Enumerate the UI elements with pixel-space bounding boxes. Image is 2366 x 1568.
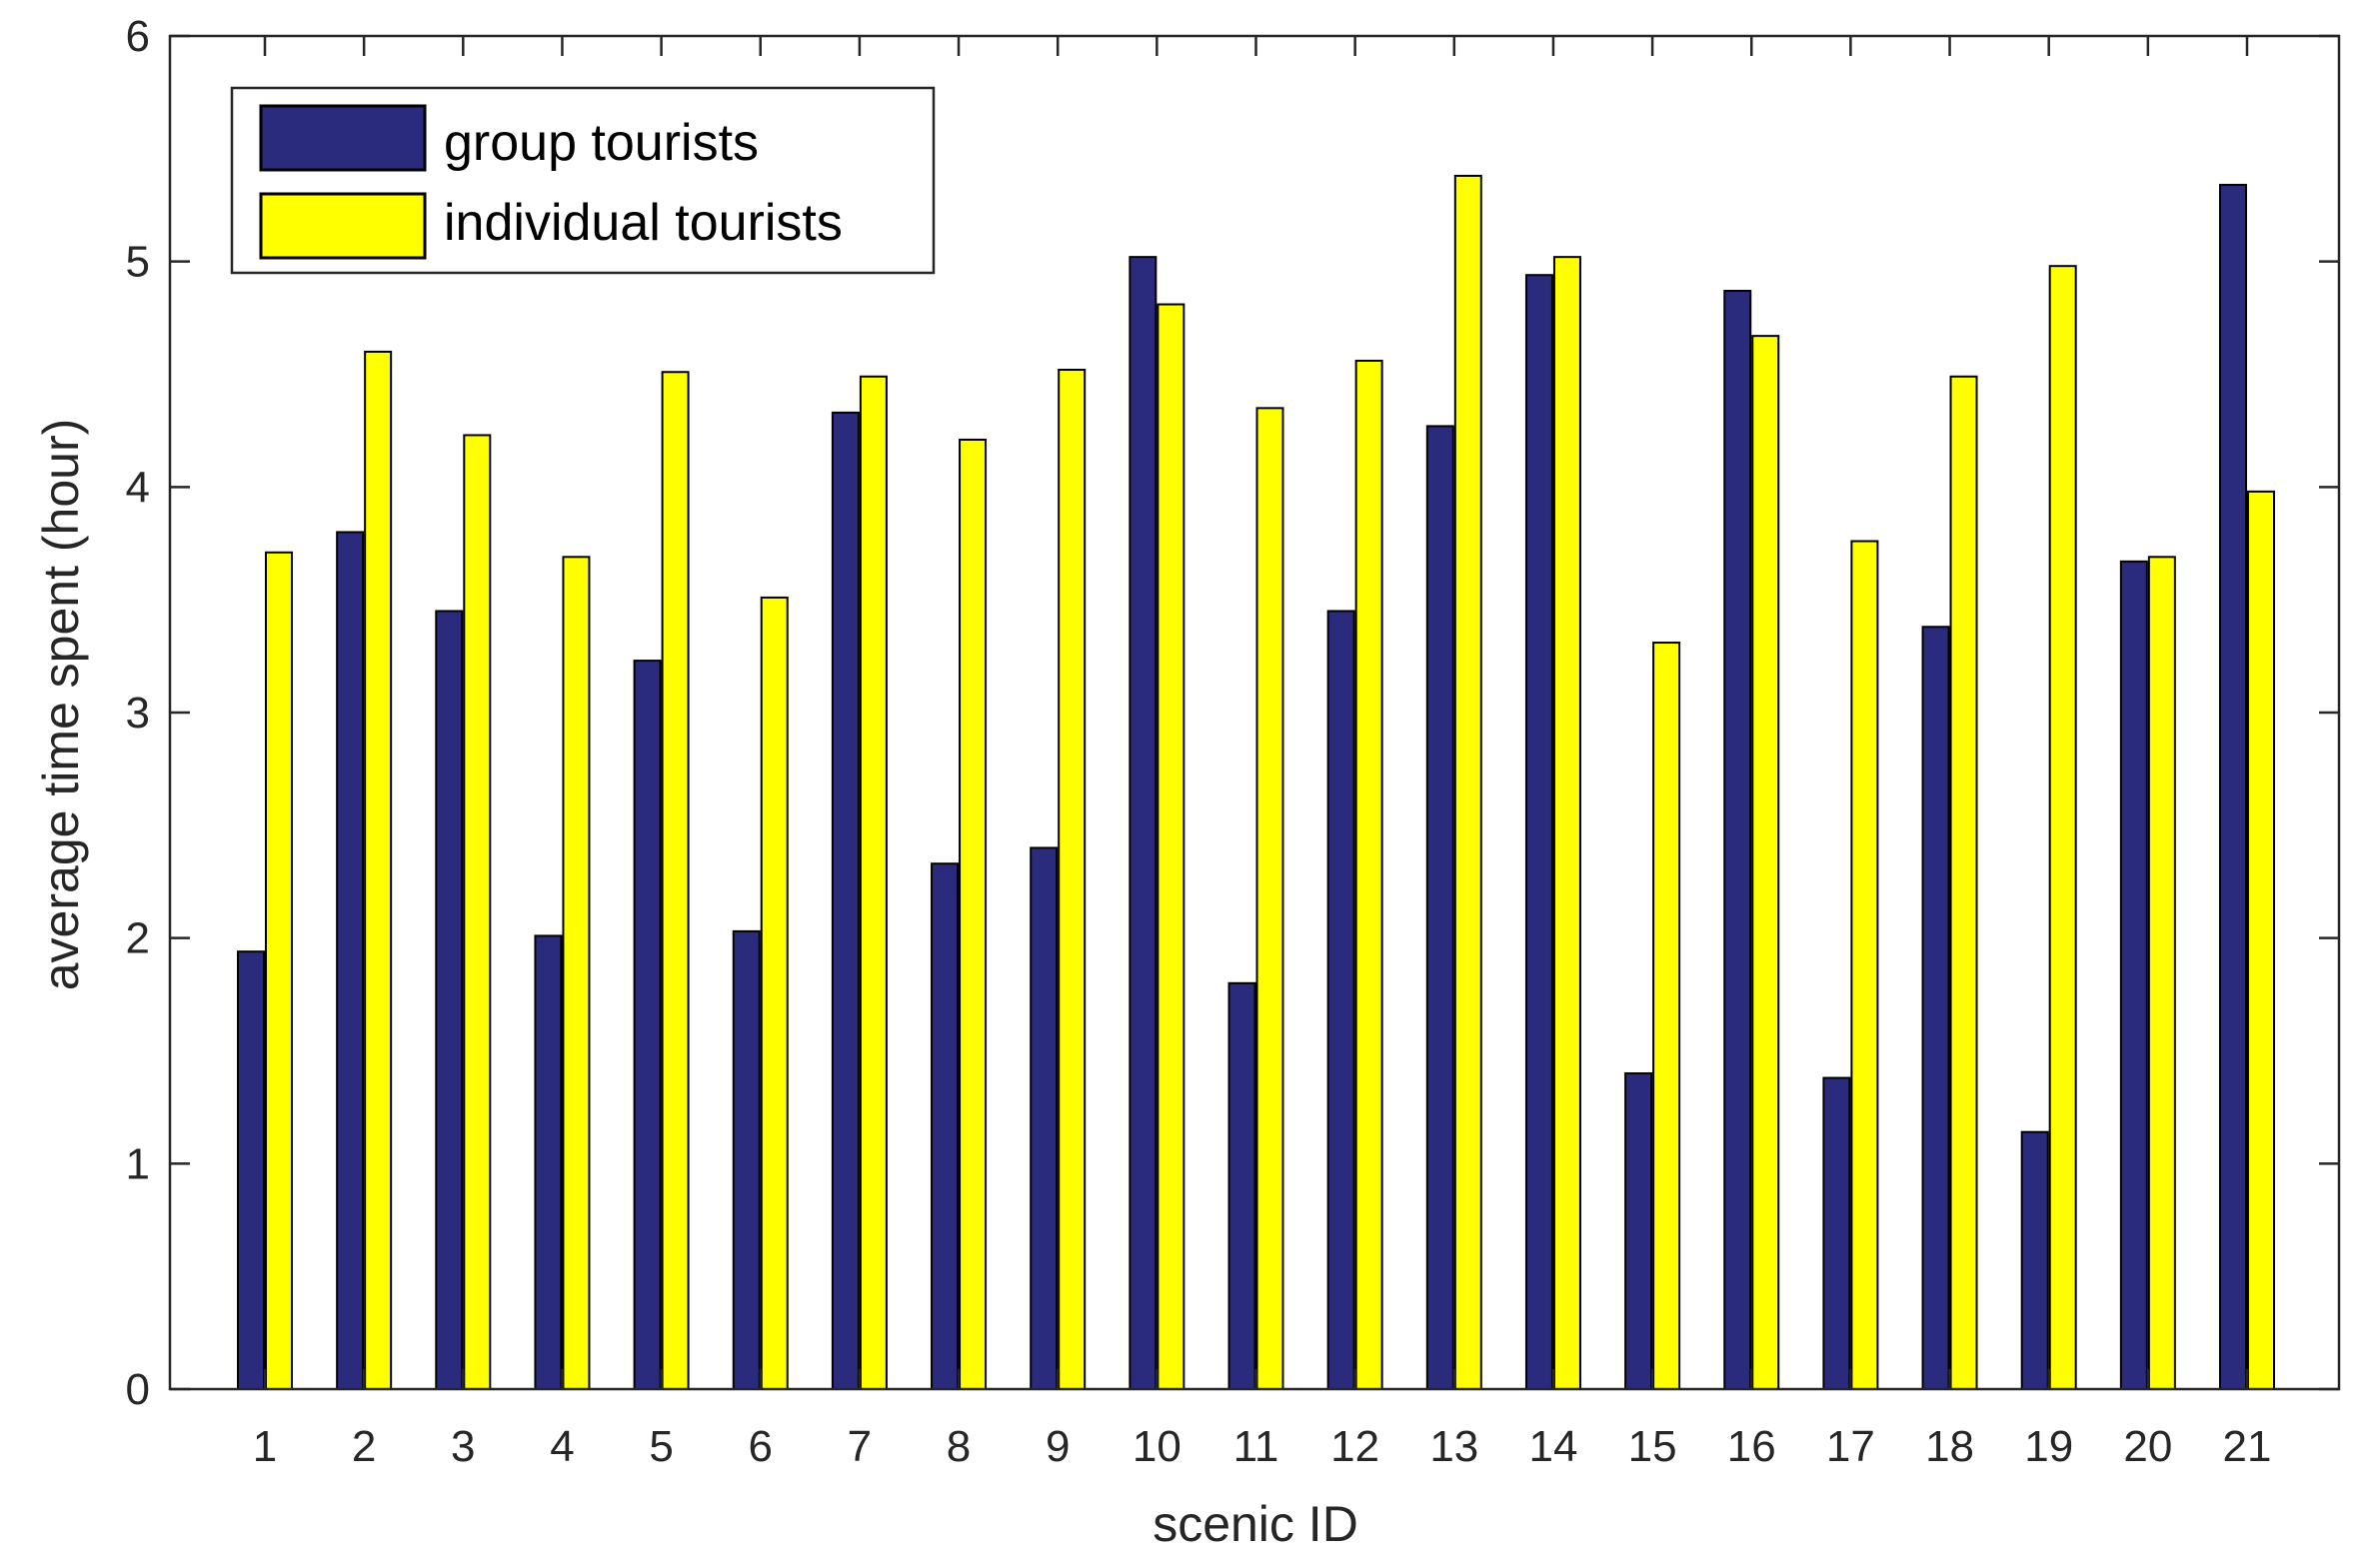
x-tick-label-12: 12 [1330, 1422, 1379, 1471]
y-tick-label-5: 5 [126, 238, 150, 287]
x-tick-label-13: 13 [1429, 1422, 1478, 1471]
bar-group-13 [1425, 425, 1454, 1390]
bar-individual-3 [463, 434, 492, 1390]
x-tick-label-7: 7 [848, 1422, 872, 1471]
x-tick-label-8: 8 [947, 1422, 971, 1471]
y-tick-label-3: 3 [126, 689, 150, 738]
bar-individual-10 [1157, 303, 1185, 1390]
x-tick-label-3: 3 [451, 1422, 475, 1471]
bar-group-1 [237, 950, 265, 1390]
bar-individual-2 [364, 350, 393, 1390]
bar-individual-16 [1751, 335, 1780, 1390]
x-tick-label-15: 15 [1628, 1422, 1677, 1471]
bar-group-2 [336, 531, 365, 1390]
x-tick-label-16: 16 [1727, 1422, 1776, 1471]
y-tick-label-1: 1 [126, 1139, 150, 1188]
bar-individual-4 [562, 556, 591, 1390]
bar-individual-17 [1850, 540, 1879, 1390]
bar-individual-14 [1552, 256, 1581, 1390]
x-tick-label-20: 20 [2123, 1422, 2172, 1471]
bar-individual-7 [859, 375, 888, 1390]
bar-individual-21 [2247, 490, 2275, 1390]
bar-individual-1 [265, 551, 293, 1390]
bar-group-11 [1227, 981, 1256, 1390]
bar-individual-11 [1255, 407, 1284, 1391]
x-tick-label-4: 4 [550, 1422, 574, 1471]
bar-group-3 [435, 610, 464, 1390]
x-tick-label-17: 17 [1826, 1422, 1875, 1471]
bar-individual-19 [2048, 265, 2077, 1390]
x-tick-label-11: 11 [1233, 1422, 1279, 1471]
bar-individual-9 [1058, 368, 1087, 1390]
y-tick-label-6: 6 [126, 12, 150, 61]
y-tick-label-2: 2 [126, 914, 150, 963]
bar-group-15 [1624, 1072, 1653, 1390]
legend-label-individual-tourists: individual tourists [444, 194, 843, 252]
legend-label-group-tourists: group tourists [444, 114, 759, 172]
bar-individual-12 [1354, 359, 1383, 1391]
legend-swatch-individual-tourists [259, 192, 427, 260]
x-axis-title: scenic ID [1153, 1496, 1358, 1552]
bar-individual-18 [1949, 375, 1978, 1390]
x-tick-label-2: 2 [352, 1422, 376, 1471]
x-tick-label-10: 10 [1133, 1422, 1182, 1471]
x-tick-label-6: 6 [749, 1422, 773, 1471]
x-tick-label-18: 18 [1925, 1422, 1974, 1471]
bar-group-4 [534, 934, 563, 1390]
x-tick-label-14: 14 [1528, 1422, 1577, 1471]
y-axis-title: average time spent (hour) [33, 419, 89, 991]
bar-group-8 [931, 862, 960, 1390]
x-tick-label-21: 21 [2223, 1422, 2272, 1471]
bar-group-12 [1326, 610, 1355, 1390]
bar-individual-6 [760, 596, 789, 1390]
y-tick-label-4: 4 [126, 463, 150, 512]
bar-group-19 [2020, 1130, 2049, 1390]
bars-layer [237, 174, 2275, 1391]
bar-group-14 [1524, 274, 1553, 1390]
bar-group-7 [831, 411, 860, 1390]
x-tick-label-19: 19 [2024, 1422, 2073, 1471]
bar-individual-13 [1453, 174, 1482, 1390]
legend-swatch-group-tourists [259, 104, 427, 172]
y-tick-label-0: 0 [126, 1365, 150, 1414]
bar-group-9 [1030, 846, 1059, 1390]
bar-group-20 [2119, 560, 2148, 1390]
x-tick-label-1: 1 [253, 1422, 277, 1471]
bar-individual-5 [661, 371, 690, 1390]
bar-individual-15 [1652, 642, 1681, 1390]
bar-individual-20 [2147, 556, 2176, 1390]
bar-group-18 [1921, 626, 1950, 1390]
x-tick-label-5: 5 [649, 1422, 673, 1471]
bar-group-16 [1723, 290, 1752, 1391]
bar-group-10 [1129, 256, 1158, 1390]
bar-individual-8 [959, 438, 988, 1390]
bar-group-21 [2219, 183, 2247, 1391]
bar-group-6 [732, 929, 761, 1390]
legend: group tourists individual tourists [230, 86, 936, 275]
x-tick-label-9: 9 [1046, 1422, 1070, 1471]
bar-group-5 [633, 660, 662, 1390]
bar-group-17 [1822, 1076, 1851, 1390]
